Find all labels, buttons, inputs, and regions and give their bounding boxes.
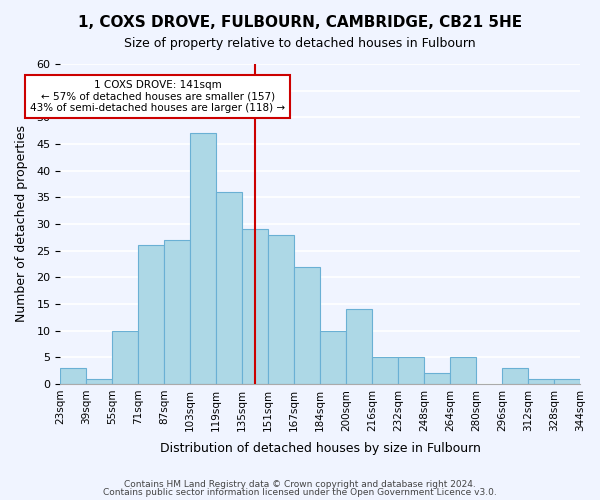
Text: Contains HM Land Registry data © Crown copyright and database right 2024.: Contains HM Land Registry data © Crown c… xyxy=(124,480,476,489)
Bar xyxy=(60,368,86,384)
Bar xyxy=(320,330,346,384)
Bar xyxy=(112,330,138,384)
Bar xyxy=(528,378,554,384)
Bar xyxy=(294,266,320,384)
Bar xyxy=(216,192,242,384)
Y-axis label: Number of detached properties: Number of detached properties xyxy=(15,126,28,322)
X-axis label: Distribution of detached houses by size in Fulbourn: Distribution of detached houses by size … xyxy=(160,442,481,455)
Text: 1, COXS DROVE, FULBOURN, CAMBRIDGE, CB21 5HE: 1, COXS DROVE, FULBOURN, CAMBRIDGE, CB21… xyxy=(78,15,522,30)
Text: Size of property relative to detached houses in Fulbourn: Size of property relative to detached ho… xyxy=(124,38,476,51)
Bar xyxy=(190,134,216,384)
Bar xyxy=(372,357,398,384)
Text: Contains public sector information licensed under the Open Government Licence v3: Contains public sector information licen… xyxy=(103,488,497,497)
Bar xyxy=(86,378,112,384)
Bar xyxy=(554,378,580,384)
Bar xyxy=(424,373,450,384)
Bar xyxy=(398,357,424,384)
Bar xyxy=(502,368,528,384)
Bar xyxy=(242,230,268,384)
Bar xyxy=(138,246,164,384)
Bar xyxy=(346,310,372,384)
Bar xyxy=(268,234,294,384)
Bar xyxy=(450,357,476,384)
Text: 1 COXS DROVE: 141sqm
← 57% of detached houses are smaller (157)
43% of semi-deta: 1 COXS DROVE: 141sqm ← 57% of detached h… xyxy=(30,80,285,113)
Bar xyxy=(164,240,190,384)
